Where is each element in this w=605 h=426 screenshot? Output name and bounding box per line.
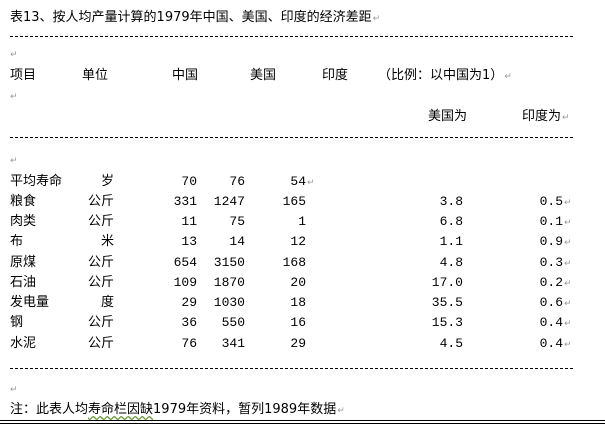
- paragraph-mark-icon: ↵: [564, 238, 572, 248]
- header-usa-ratio: 美国为: [428, 109, 468, 124]
- cell-usa: 550: [221, 315, 245, 330]
- cell-unit: 岁: [100, 174, 114, 189]
- cell-china: 29: [181, 295, 197, 310]
- header-usa: 美国: [250, 68, 277, 83]
- cell-usa-ratio: 4.8: [439, 255, 463, 270]
- cell-india: 29: [290, 336, 306, 351]
- cell-china: 76: [181, 336, 197, 351]
- cell-usa-ratio: 15.3: [431, 315, 463, 330]
- cell-unit: 度: [100, 295, 114, 310]
- cell-item: 石油: [10, 275, 37, 290]
- paragraph-mark-icon: ↵: [10, 385, 18, 395]
- cell-usa: 1247: [213, 194, 245, 209]
- cell-india-ratio: 0.6: [539, 295, 563, 310]
- cell-india: 168: [282, 255, 306, 270]
- cell-china: 13: [181, 234, 197, 249]
- cell-unit: 米: [100, 234, 114, 249]
- cell-usa: 1030: [213, 295, 245, 310]
- cell-india-ratio: 0.4: [539, 336, 563, 351]
- cell-unit: 公斤: [87, 315, 114, 330]
- cell-usa: 75: [229, 214, 245, 229]
- cell-usa: 1870: [213, 275, 245, 290]
- header-item: 项目: [10, 68, 37, 83]
- header-china: 中国: [172, 68, 199, 83]
- cell-india-ratio: 0.2: [539, 275, 563, 290]
- cell-china: 331: [173, 194, 197, 209]
- cell-item: 肉类: [10, 214, 37, 229]
- cell-usa-ratio: 3.8: [439, 194, 463, 209]
- cell-usa: 76: [229, 174, 245, 189]
- cell-usa-ratio: 6.8: [439, 214, 463, 229]
- cell-india: 18: [290, 295, 306, 310]
- cell-india: 165: [282, 194, 306, 209]
- cell-usa-ratio: 4.5: [439, 336, 463, 351]
- cell-india-ratio: 0.4: [539, 315, 563, 330]
- cell-item: 平均寿命: [10, 174, 63, 189]
- paragraph-mark-icon: ↵: [564, 218, 572, 228]
- header-ratio-note: （比例：以中国为1）↵: [378, 68, 512, 83]
- cell-usa-ratio: 35.5: [431, 295, 463, 310]
- paragraph-mark-icon: ↵: [372, 14, 381, 24]
- header-unit: 单位: [82, 68, 109, 83]
- cell-india-ratio: 0.9: [539, 234, 563, 249]
- double-rule: [0, 420, 605, 424]
- cell-china: 109: [173, 275, 197, 290]
- cell-item: 发电量: [10, 295, 50, 310]
- paragraph-mark-icon: ↵: [307, 178, 315, 188]
- cell-unit: 公斤: [87, 194, 114, 209]
- paragraph-mark-icon: ↵: [564, 340, 572, 350]
- paragraph-mark-icon: ↵: [10, 92, 18, 102]
- dashed-divider-top: [10, 36, 573, 37]
- cell-india-ratio: 0.5: [539, 194, 563, 209]
- cell-item: 钢: [10, 315, 24, 330]
- cell-usa: 14: [229, 234, 245, 249]
- cell-item: 布: [10, 234, 24, 249]
- cell-india-ratio: 0.3: [539, 255, 563, 270]
- paragraph-mark-icon: ↵: [564, 198, 572, 208]
- cell-unit: 公斤: [87, 214, 114, 229]
- cell-india: 54: [290, 174, 306, 189]
- paragraph-mark-icon: ↵: [564, 319, 572, 329]
- cell-unit: 公斤: [87, 336, 114, 351]
- cell-china: 11: [181, 214, 197, 229]
- dashed-divider-bottom: [10, 368, 573, 369]
- table-title: 表13、按人均产量计算的1979年中国、美国、印度的经济差距↵: [10, 10, 381, 25]
- paragraph-mark-icon: ↵: [564, 279, 572, 289]
- cell-unit: 公斤: [87, 275, 114, 290]
- cell-usa: 3150: [213, 255, 245, 270]
- cell-item: 粮食: [10, 194, 37, 209]
- cell-india: 16: [290, 315, 306, 330]
- cell-item: 原煤: [10, 255, 37, 270]
- paragraph-mark-icon: ↵: [564, 299, 572, 309]
- cell-india-ratio: 0.1: [539, 214, 563, 229]
- dashed-divider-header: [10, 137, 573, 138]
- cell-china: 36: [181, 315, 197, 330]
- cell-china: 654: [173, 255, 197, 270]
- paragraph-mark-icon: ↵: [10, 156, 18, 166]
- footnote: 注：此表人均寿命栏因缺1979年资料，暂列1989年数据↵: [10, 402, 345, 417]
- cell-usa: 341: [221, 336, 245, 351]
- cell-unit: 公斤: [87, 255, 114, 270]
- cell-china: 70: [181, 174, 197, 189]
- paragraph-mark-icon: ↵: [10, 50, 18, 60]
- header-india: 印度: [322, 68, 349, 83]
- cell-india: 12: [290, 234, 306, 249]
- cell-india: 20: [290, 275, 306, 290]
- cell-item: 水泥: [10, 336, 37, 351]
- spellcheck-underline: 寿命栏因缺: [88, 402, 154, 417]
- paragraph-mark-icon: ↵: [564, 259, 572, 269]
- header-india-ratio: 印度为↵: [522, 109, 570, 124]
- cell-india: 1: [298, 214, 306, 229]
- cell-usa-ratio: 17.0: [431, 275, 463, 290]
- cell-usa-ratio: 1.1: [439, 234, 463, 249]
